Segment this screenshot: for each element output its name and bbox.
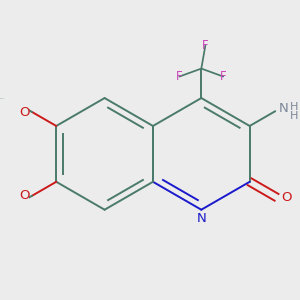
Text: H: H	[290, 102, 298, 112]
Text: O: O	[19, 189, 30, 202]
Text: O: O	[19, 106, 30, 118]
Text: F: F	[176, 70, 183, 83]
Text: N: N	[278, 102, 288, 116]
Text: F: F	[202, 39, 209, 52]
Text: methoxy: methoxy	[0, 98, 5, 99]
Text: O: O	[281, 191, 292, 204]
Text: N: N	[196, 212, 206, 225]
Text: H: H	[290, 111, 298, 121]
Text: F: F	[220, 70, 226, 83]
